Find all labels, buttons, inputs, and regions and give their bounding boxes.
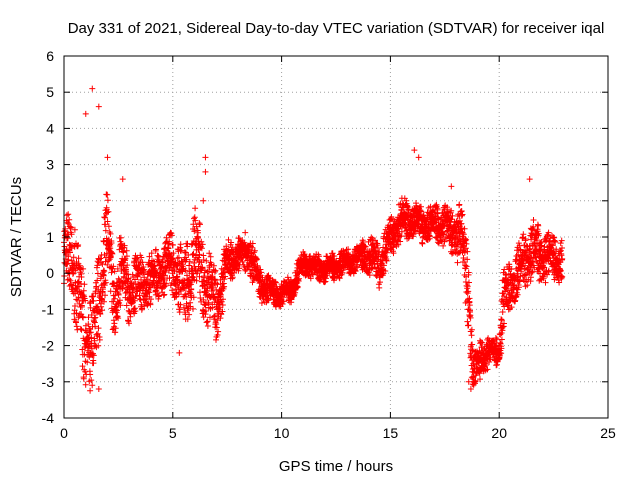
data-point	[467, 386, 474, 393]
y-tick-label: -1	[42, 301, 55, 317]
data-point	[71, 226, 78, 233]
y-tick-label: 0	[46, 265, 54, 281]
data-point	[119, 176, 126, 183]
data-point	[415, 154, 422, 161]
data-point	[202, 154, 209, 161]
data-point	[95, 103, 102, 110]
data-point	[176, 349, 183, 356]
y-tick-label: 6	[46, 48, 54, 64]
x-axis-label: GPS time / hours	[279, 458, 393, 475]
data-point	[448, 183, 455, 190]
x-tick-label: 20	[491, 425, 507, 441]
y-tick-label: 4	[46, 120, 54, 136]
chart-title: Day 331 of 2021, Sidereal Day-to-day VTE…	[68, 20, 605, 37]
data-point	[95, 386, 102, 393]
data-point	[104, 154, 111, 161]
y-tick-label: 2	[46, 193, 54, 209]
y-tick-label: 3	[46, 157, 54, 173]
x-tick-label: 25	[600, 425, 616, 441]
data-point	[526, 176, 533, 183]
data-point	[89, 85, 96, 92]
x-tick-label: 15	[383, 425, 399, 441]
data-point	[411, 147, 418, 154]
y-tick-label: -2	[42, 338, 55, 354]
x-tick-label: 0	[60, 425, 68, 441]
data-point	[200, 197, 207, 204]
grid	[64, 56, 608, 418]
y-axis-label: SDTVAR / TECUs	[8, 177, 25, 297]
axis-ticks: 0 5 10 15 20 25 -4 -3 -2 -1 0 1 2 3 4 5 6	[42, 48, 616, 441]
y-tick-label: -4	[42, 410, 55, 426]
x-tick-label: 5	[169, 425, 177, 441]
x-tick-label: 10	[274, 425, 290, 441]
data-point	[202, 168, 209, 175]
data-point	[82, 110, 89, 117]
data-point	[465, 378, 472, 385]
y-tick-label: 1	[46, 229, 54, 245]
data-point	[87, 371, 94, 378]
y-tick-label: -3	[42, 374, 55, 390]
y-tick-label: 5	[46, 84, 54, 100]
